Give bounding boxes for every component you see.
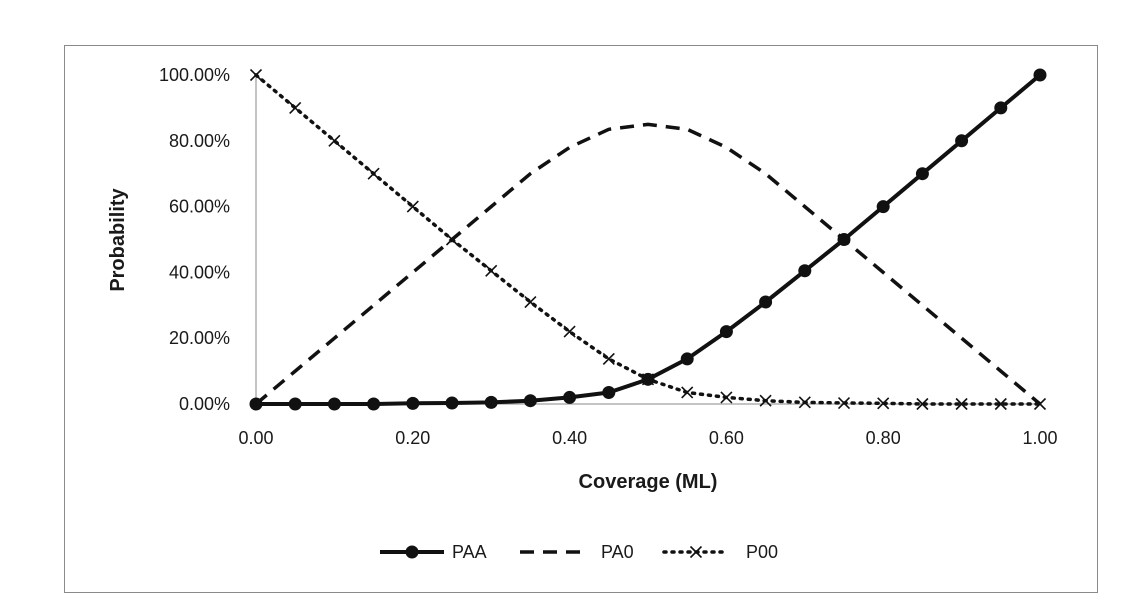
p00-point: [289, 101, 302, 114]
legend: PAA PA0 P00: [380, 542, 778, 562]
legend-label: P00: [746, 542, 778, 562]
p00-point: [720, 391, 733, 404]
paa-point: [876, 200, 890, 214]
p00-point: [602, 352, 615, 365]
paa-point: [994, 101, 1008, 115]
paa-point: [680, 352, 694, 366]
paa-point: [445, 396, 459, 410]
p00-point: [877, 397, 890, 410]
p00-point: [1033, 397, 1047, 411]
series-markers: [249, 68, 1047, 411]
chart-frame: [64, 45, 1098, 593]
p00-point: [524, 295, 537, 309]
p00-point: [485, 264, 498, 277]
paa-point: [484, 395, 498, 409]
p00-point: [563, 325, 576, 338]
x-tick-label: 1.00: [1022, 428, 1057, 448]
paa-point: [1033, 68, 1047, 82]
paa-point: [837, 233, 851, 246]
y-tick-label: 80.00%: [169, 131, 230, 151]
y-tick-label: 40.00%: [169, 262, 230, 282]
x-tick-label: 0.40: [552, 428, 587, 448]
p00-point: [249, 68, 263, 82]
y-tick-labels: 0.00% 20.00% 40.00% 60.00% 80.00% 100.00%: [159, 65, 230, 414]
p00-point: [445, 233, 459, 246]
legend-point: [405, 545, 419, 559]
p00-point: [994, 397, 1007, 411]
y-tick-label: 100.00%: [159, 65, 230, 85]
p00-point: [406, 200, 419, 213]
paa-point: [798, 264, 812, 278]
p00-point: [328, 134, 341, 147]
y-tick-label: 0.00%: [179, 394, 230, 414]
legend-point: [689, 545, 703, 559]
series-lines: [254, 73, 1042, 406]
series-line-pa0: [254, 122, 1042, 406]
x-tick-label: 0.80: [866, 428, 901, 448]
paa-point: [719, 325, 733, 339]
paa-point: [915, 167, 929, 181]
paa-point: [955, 134, 969, 148]
x-tick-label: 0.20: [395, 428, 430, 448]
legend-label: PAA: [452, 542, 487, 562]
series-markers-paa: [249, 68, 1047, 411]
p00-point: [837, 396, 851, 410]
p00-point: [916, 397, 929, 411]
paa-point: [641, 372, 655, 386]
y-tick-label: 60.00%: [169, 197, 230, 217]
p00-point: [955, 397, 968, 411]
paa-point: [602, 385, 616, 399]
paa-point: [367, 397, 381, 411]
paa-point: [759, 295, 773, 309]
paa-point: [249, 397, 263, 411]
p00-point: [798, 396, 811, 409]
paa-point: [288, 397, 302, 411]
y-tick-label: 20.00%: [169, 328, 230, 348]
legend-item-paa: PAA: [380, 542, 487, 562]
legend-item-pa0: PA0: [520, 542, 634, 562]
series-markers-p00: [249, 68, 1047, 411]
x-tick-label: 0.60: [709, 428, 744, 448]
x-tick-label: 0.00: [238, 428, 273, 448]
x-axis-title: Coverage (ML): [579, 471, 718, 493]
legend-item-p00: P00: [662, 542, 778, 562]
y-axis-title: Probability: [107, 187, 129, 291]
x-tick-labels: 0.00 0.20 0.40 0.60 0.80 1.00: [238, 428, 1057, 448]
paa-point: [327, 397, 341, 411]
p00-point: [367, 167, 380, 180]
p00-point: [759, 394, 772, 407]
paa-point: [563, 390, 577, 404]
paa-point: [406, 396, 420, 410]
p00-point: [681, 386, 694, 399]
legend-label: PA0: [601, 542, 634, 562]
paa-point: [523, 394, 537, 408]
